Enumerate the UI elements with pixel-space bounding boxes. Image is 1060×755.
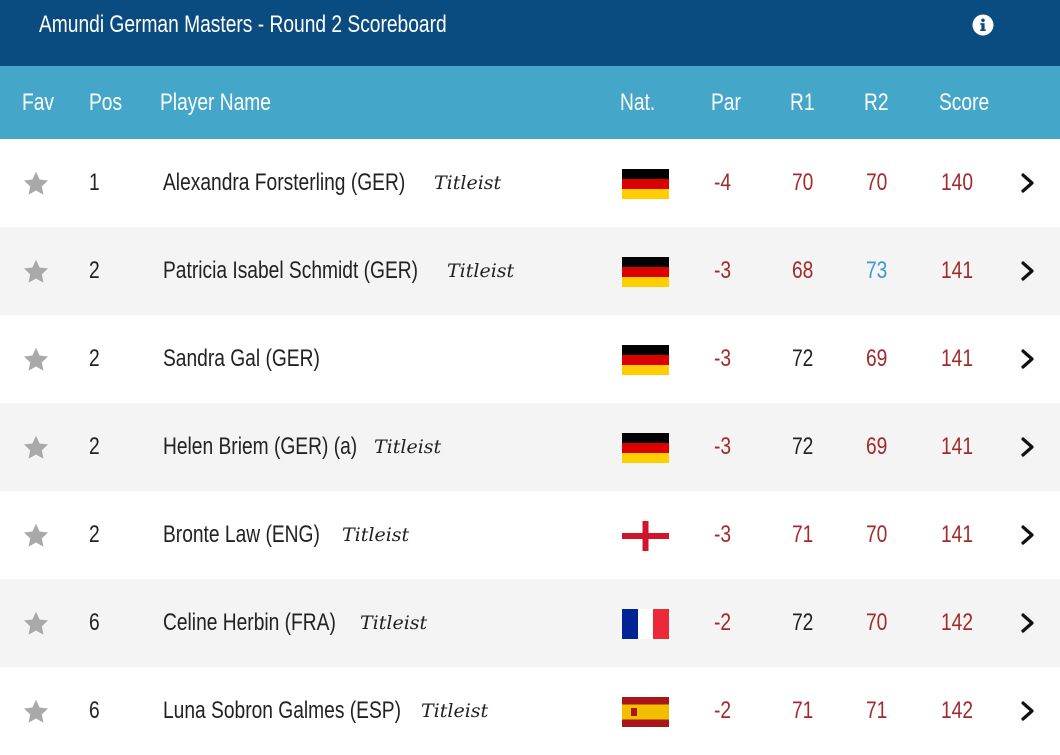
table-row[interactable]: 6 Celine Herbin (FRA) Titleist -2 72 70 142 (0, 579, 1060, 667)
round1-score: 72 (792, 609, 814, 636)
table-row[interactable]: 1 Alexandra Forsterling (GER) Titleist -4 70… (0, 139, 1060, 227)
chevron-right-icon[interactable] (1020, 700, 1036, 722)
position: 6 (89, 609, 100, 636)
round2-score: 69 (866, 433, 888, 460)
par-value: -3 (714, 345, 732, 372)
header-r1[interactable]: R1 (790, 89, 815, 116)
total-score: 140 (941, 169, 974, 196)
chevron-right-icon[interactable] (1020, 612, 1036, 634)
table-row[interactable]: 2 Helen Briem (GER) (a) Titleist -3 72 69 141 (0, 403, 1060, 491)
position: 2 (89, 521, 100, 548)
chevron-right-icon[interactable] (1020, 172, 1036, 194)
header-fav[interactable]: Fav (22, 89, 55, 116)
player-name: Luna Sobron Galmes (ESP) (163, 697, 401, 724)
round2-score: 70 (866, 521, 888, 548)
round2-score: 73 (866, 257, 888, 284)
player-name: Patricia Isabel Schmidt (GER) (163, 257, 419, 284)
player-name: Sandra Gal (GER) (163, 345, 320, 372)
titleist-logo: Titleist (374, 436, 442, 458)
germany-flag-icon (622, 169, 669, 199)
player-name: Helen Briem (GER) (a) (163, 433, 358, 460)
germany-flag-icon (622, 257, 669, 287)
titleist-logo: Titleist (360, 612, 428, 634)
position: 2 (89, 257, 100, 284)
table-row[interactable]: 6 Luna Sobron Galmes (ESP) Titleist -2 71 71 1… (0, 667, 1060, 755)
round1-score: 71 (792, 521, 814, 548)
round1-score: 71 (792, 697, 814, 724)
title-bar: Amundi German Masters - Round 2 Scoreboa… (0, 0, 1060, 66)
total-score: 142 (941, 697, 974, 724)
header-player-name[interactable]: Player Name (160, 89, 271, 116)
round1-score: 72 (792, 345, 814, 372)
favorite-star-icon[interactable] (22, 170, 50, 198)
chevron-right-icon[interactable] (1020, 348, 1036, 370)
round1-score: 70 (792, 169, 814, 196)
total-score: 141 (941, 345, 974, 372)
favorite-star-icon[interactable] (22, 698, 50, 726)
france-flag-icon (622, 609, 669, 639)
total-score: 141 (941, 433, 974, 460)
round1-score: 72 (792, 433, 814, 460)
round1-score: 68 (792, 257, 814, 284)
chevron-right-icon[interactable] (1020, 260, 1036, 282)
titleist-logo: Titleist (447, 260, 515, 282)
england-flag-icon (622, 521, 669, 551)
par-value: -2 (714, 697, 732, 724)
favorite-star-icon[interactable] (22, 610, 50, 638)
table-row[interactable]: 2 Bronte Law (ENG) Titleist -3 71 70 141 (0, 491, 1060, 579)
header-pos[interactable]: Pos (89, 89, 123, 116)
germany-flag-icon (622, 433, 669, 463)
round2-score: 71 (866, 697, 888, 724)
header-r2[interactable]: R2 (864, 89, 889, 116)
page-title: Amundi German Masters - Round 2 Scoreboa… (39, 11, 447, 38)
par-value: -4 (714, 169, 732, 196)
position: 1 (89, 169, 100, 196)
table-row[interactable]: 2 Patricia Isabel Schmidt (GER) Titleist -3… (0, 227, 1060, 315)
favorite-star-icon[interactable] (22, 434, 50, 462)
favorite-star-icon[interactable] (22, 522, 50, 550)
table-row[interactable]: 2 Sandra Gal (GER) -3 72 69 141 (0, 315, 1060, 403)
player-name: Celine Herbin (FRA) (163, 609, 336, 636)
header-nationality[interactable]: Nat. (620, 89, 656, 116)
par-value: -3 (714, 521, 732, 548)
round2-score: 70 (866, 609, 888, 636)
position: 2 (89, 345, 100, 372)
player-name: Bronte Law (ENG) (163, 521, 320, 548)
par-value: -3 (714, 257, 732, 284)
header-score[interactable]: Score (939, 89, 990, 116)
round2-score: 69 (866, 345, 888, 372)
chevron-right-icon[interactable] (1020, 524, 1036, 546)
germany-flag-icon (622, 345, 669, 375)
chevron-right-icon[interactable] (1020, 436, 1036, 458)
titleist-logo: Titleist (342, 524, 410, 546)
total-score: 141 (941, 257, 974, 284)
par-value: -2 (714, 609, 732, 636)
titleist-logo: Titleist (421, 700, 489, 722)
favorite-star-icon[interactable] (22, 258, 50, 286)
round2-score: 70 (866, 169, 888, 196)
player-name: Alexandra Forsterling (GER) (163, 169, 406, 196)
table-header: Fav Pos Player Name Nat. Par R1 R2 Score (0, 66, 1060, 139)
header-par[interactable]: Par (711, 89, 741, 116)
titleist-logo: Titleist (434, 172, 502, 194)
total-score: 142 (941, 609, 974, 636)
favorite-star-icon[interactable] (22, 346, 50, 374)
position: 2 (89, 433, 100, 460)
spain-flag-icon (622, 697, 669, 727)
position: 6 (89, 697, 100, 724)
par-value: -3 (714, 433, 732, 460)
info-icon[interactable] (972, 14, 994, 36)
total-score: 141 (941, 521, 974, 548)
